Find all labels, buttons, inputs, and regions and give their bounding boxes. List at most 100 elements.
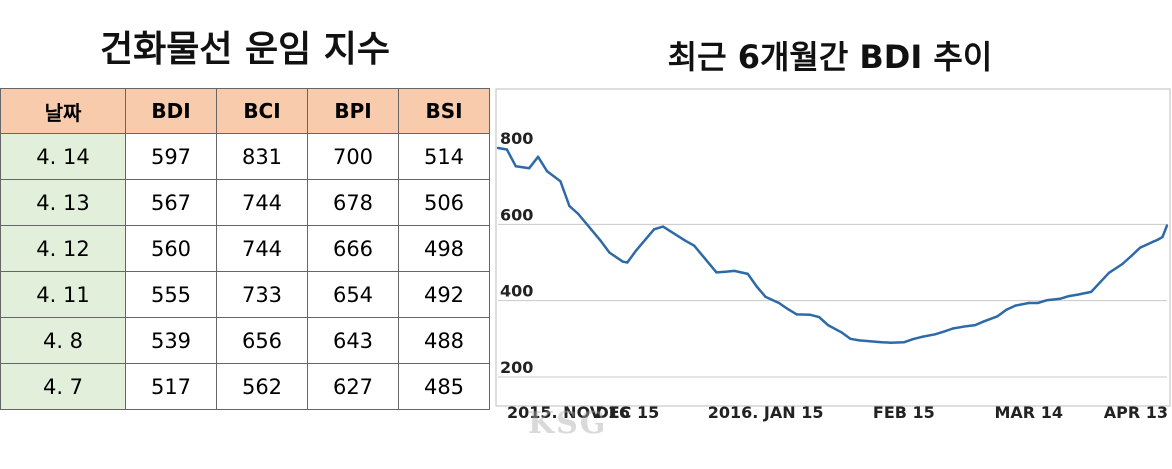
data-point	[889, 341, 892, 344]
data-point	[902, 341, 906, 344]
data-point	[514, 165, 517, 168]
data-point	[1090, 290, 1093, 294]
data-point	[755, 285, 758, 288]
data-point	[1130, 254, 1133, 258]
data-point	[693, 244, 696, 247]
data-point	[849, 337, 852, 340]
cell-bsi: 514	[398, 133, 490, 180]
table-row: 4. 7 517 562 627 485	[0, 363, 490, 410]
cell-bdi: 517	[125, 363, 217, 410]
data-point	[684, 239, 687, 242]
data-point	[715, 271, 718, 274]
cell-bsi: 492	[398, 271, 490, 318]
data-point	[1161, 235, 1164, 239]
table-row: 4. 8 539 656 643 488	[0, 317, 490, 364]
x-tick-label: FEB 15	[873, 403, 935, 422]
data-point	[559, 180, 562, 183]
data-point	[661, 225, 665, 228]
header-bdi: BDI	[125, 88, 217, 134]
y-tick-label: 200	[500, 358, 533, 377]
y-tick-label: 600	[500, 205, 533, 224]
data-point	[1107, 271, 1111, 274]
table-title: 건화물선 운임 지수	[99, 29, 391, 70]
table-row: 4. 11 555 733 654 492	[0, 271, 490, 318]
data-point	[1058, 297, 1062, 300]
data-point	[933, 333, 937, 336]
data-point	[1098, 281, 1102, 284]
data-point	[528, 167, 531, 170]
data-point	[809, 313, 812, 316]
data-point	[1121, 262, 1124, 266]
cell-bsi: 488	[398, 317, 490, 364]
data-point	[942, 330, 946, 333]
cell-bdi: 597	[125, 133, 217, 180]
x-tick-label: APR 13	[1104, 403, 1168, 422]
data-point	[920, 335, 923, 339]
data-point	[621, 260, 625, 263]
series-line-bdi	[497, 146, 1169, 344]
data-point	[795, 313, 798, 316]
x-tick-label: DEC 15	[595, 403, 659, 422]
watermark-logo: KSG	[528, 406, 608, 441]
data-point	[626, 261, 629, 264]
data-point	[590, 228, 593, 232]
data-point	[505, 148, 509, 151]
data-point	[858, 339, 861, 342]
data-point	[826, 323, 830, 327]
cell-date: 4. 11	[0, 271, 126, 318]
cell-bci: 831	[216, 133, 308, 180]
data-point	[1036, 301, 1039, 305]
data-point	[577, 212, 580, 216]
data-point	[982, 320, 986, 323]
data-point	[1027, 301, 1030, 305]
table-row: 4. 12 560 744 666 498	[0, 225, 490, 272]
data-point	[974, 323, 977, 327]
data-point	[1014, 304, 1017, 307]
header-bpi: BPI	[307, 88, 399, 134]
cell-bpi: 666	[307, 225, 399, 272]
cell-bpi: 643	[307, 317, 399, 364]
data-point	[724, 270, 727, 273]
data-point	[777, 301, 781, 305]
x-tick-label: MAR 14	[995, 403, 1063, 422]
data-point	[1152, 240, 1155, 243]
data-point	[1156, 238, 1160, 241]
data-point	[1067, 294, 1071, 298]
cell-date: 4. 7	[0, 363, 126, 410]
data-point	[568, 204, 571, 208]
x-tick-label: 2015. NOV 16	[507, 403, 630, 422]
y-tick-label: 800	[500, 129, 533, 148]
bdi-chart: 200 400 600 800 2015. NOV 16 DEC 15 2016. JAN …	[495, 88, 1172, 433]
cell-bci: 562	[216, 363, 308, 410]
chart-title: 최근 6개월간 BDI 추이	[667, 38, 993, 76]
cell-bpi: 627	[307, 363, 399, 410]
cell-bsi: 485	[398, 363, 490, 410]
cell-bdi: 539	[125, 317, 217, 364]
header-date: 날짜	[0, 88, 126, 134]
cell-bpi: 700	[307, 133, 399, 180]
cell-bci: 733	[216, 271, 308, 318]
cell-bpi: 654	[307, 271, 399, 318]
cell-date: 4. 12	[0, 225, 126, 272]
data-point	[965, 325, 968, 328]
chart-frame	[495, 88, 1171, 407]
data-point	[652, 228, 656, 231]
data-point	[951, 327, 955, 330]
data-point	[764, 295, 767, 299]
data-point	[786, 307, 790, 311]
cell-date: 4. 14	[0, 133, 126, 180]
data-point	[1076, 293, 1079, 296]
cell-bsi: 506	[398, 179, 490, 226]
data-point	[1045, 299, 1048, 302]
freight-index-table: 날짜 BDI BCI BPI BSI 4. 14 597 831 700 514…	[0, 88, 490, 410]
cell-bdi: 567	[125, 179, 217, 226]
data-point	[746, 272, 749, 276]
header-bsi: BSI	[398, 88, 490, 134]
cell-date: 4. 8	[0, 317, 126, 364]
data-point	[880, 341, 883, 344]
data-point	[733, 269, 736, 273]
cell-bsi: 498	[398, 225, 490, 272]
cell-bci: 744	[216, 179, 308, 226]
data-point	[1139, 246, 1142, 249]
